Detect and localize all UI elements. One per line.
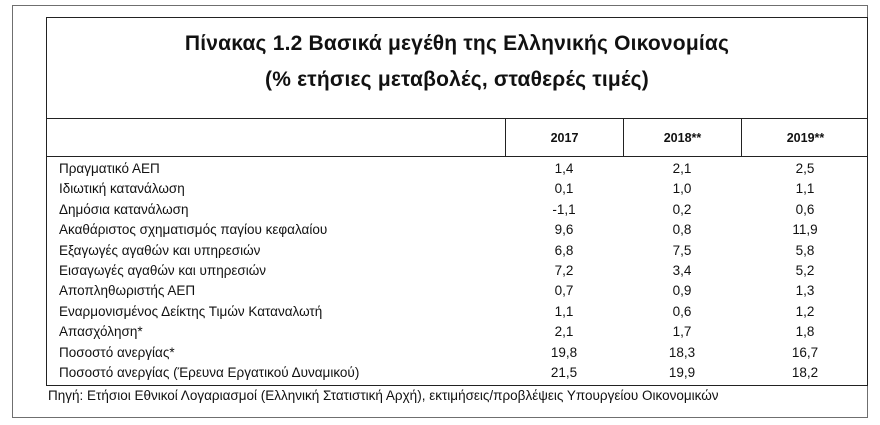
- table-row: Δημόσια κατανάλωση -1,1 0,2 0,6: [47, 201, 867, 221]
- header-label-cell: [47, 119, 505, 156]
- source-note: Πηγή: Ετήσιοι Εθνικοί Λογαριασμοί (Ελλην…: [48, 388, 719, 403]
- value-2019: 1,1: [795, 181, 815, 197]
- value-2019: 1,3: [795, 283, 815, 299]
- value-2017: 19,8: [550, 344, 578, 360]
- value-2019: 1,8: [795, 324, 815, 340]
- table-title-line1: Πίνακας 1.2 Βασικά μεγέθη της Ελληνικής …: [184, 32, 730, 55]
- value-2018: 2,1: [672, 161, 692, 176]
- value-2018: 0,9: [672, 283, 692, 299]
- row-label: Ποσοστό ανεργίας (Έρευνα Εργατικού Δυναμ…: [59, 364, 360, 380]
- row-label: Αποπληθωριστής ΑΕΠ: [59, 283, 196, 299]
- value-2019: 18,2: [791, 364, 819, 380]
- value-2017: 7,2: [554, 262, 574, 278]
- value-2017: 9,6: [554, 222, 574, 238]
- row-label: Εναρμονισμένος Δείκτης Τιμών Καταναλωτή: [59, 303, 323, 319]
- value-2017: 1,1: [554, 303, 574, 319]
- value-2018: 0,6: [672, 303, 692, 319]
- table-row: Ποσοστό ανεργίας* 19,8 18,3 16,7: [47, 344, 867, 364]
- table-row: Εναρμονισμένος Δείκτης Τιμών Καταναλωτή 1…: [47, 303, 867, 323]
- header-2018: 2018**: [623, 119, 741, 156]
- row-label: Δημόσια κατανάλωση: [59, 201, 189, 217]
- value-2018: 1,0: [672, 181, 692, 197]
- value-2018: 3,4: [672, 262, 692, 278]
- value-2018: 18,3: [668, 344, 696, 360]
- value-2017: 1,4: [554, 161, 574, 176]
- value-2017: 6,8: [554, 242, 574, 258]
- table-row: Ιδιωτική κατανάλωση 0,1 1,0 1,1: [47, 180, 867, 200]
- value-2019: 16,7: [791, 344, 819, 360]
- value-2019: 2,5: [795, 161, 815, 176]
- value-2018: 7,5: [672, 242, 692, 258]
- row-label: Ακαθάριστος σχηματισμός παγίου κεφαλαίου: [59, 222, 328, 238]
- table-row: Εισαγωγές αγαθών και υπηρεσιών 7,2 3,4 5,2: [47, 262, 867, 282]
- table-title: Πίνακας 1.2 Βασικά μεγέθη της Ελληνικής …: [47, 18, 867, 118]
- value-2018: 0,8: [672, 222, 692, 238]
- table-row: Ποσοστό ανεργίας (Έρευνα Εργατικού Δυναμ…: [47, 364, 867, 384]
- table-body: Πραγματικό ΑΕΠ 1,4 2,1 2,5 Ιδιωτική κατανάλω…: [47, 160, 867, 384]
- table-row: Αποπληθωριστής ΑΕΠ 0,7 0,9 1,3: [47, 282, 867, 302]
- table-row: Εξαγωγές αγαθών και υπηρεσιών 6,8 7,5 5,8: [47, 242, 867, 262]
- table-header-row: 2017 2018** 2019**: [47, 118, 867, 157]
- economy-table: Πίνακας 1.2 Βασικά μεγέθη της Ελληνικής …: [46, 17, 868, 386]
- value-2018: 19,9: [668, 364, 696, 380]
- table-title-line2: (% ετήσιες μεταβολές, σταθερές τιμές): [265, 68, 649, 91]
- row-label: Πραγματικό ΑΕΠ: [59, 161, 160, 176]
- table-row: Πραγματικό ΑΕΠ 1,4 2,1 2,5: [47, 160, 867, 180]
- table-row: Ακαθάριστος σχηματισμός παγίου κεφαλαίου…: [47, 221, 867, 241]
- table-row: Απασχόληση* 2,1 1,7 1,8: [47, 323, 867, 343]
- value-2017: 2,1: [554, 324, 574, 340]
- row-label: Ποσοστό ανεργίας*: [59, 344, 175, 360]
- value-2017: 0,1: [554, 181, 574, 197]
- value-2019: 11,9: [792, 222, 818, 238]
- row-label: Εισαγωγές αγαθών και υπηρεσιών: [59, 262, 267, 278]
- document-frame: Πίνακας 1.2 Βασικά μεγέθη της Ελληνικής …: [12, 5, 868, 418]
- header-2017: 2017: [505, 119, 623, 156]
- row-label: Ιδιωτική κατανάλωση: [59, 181, 185, 197]
- value-2017: 21,5: [550, 364, 578, 380]
- row-label: Απασχόληση*: [59, 324, 143, 340]
- row-label: Εξαγωγές αγαθών και υπηρεσιών: [59, 242, 261, 258]
- value-2018: 1,7: [672, 324, 692, 340]
- value-2019: 1,2: [795, 303, 815, 319]
- value-2019: 0,6: [795, 201, 815, 217]
- value-2017: -1,1: [552, 201, 576, 217]
- value-2019: 5,2: [795, 262, 815, 278]
- header-2019: 2019**: [741, 119, 869, 156]
- value-2019: 5,8: [795, 242, 815, 258]
- value-2018: 0,2: [672, 201, 692, 217]
- value-2017: 0,7: [554, 283, 574, 299]
